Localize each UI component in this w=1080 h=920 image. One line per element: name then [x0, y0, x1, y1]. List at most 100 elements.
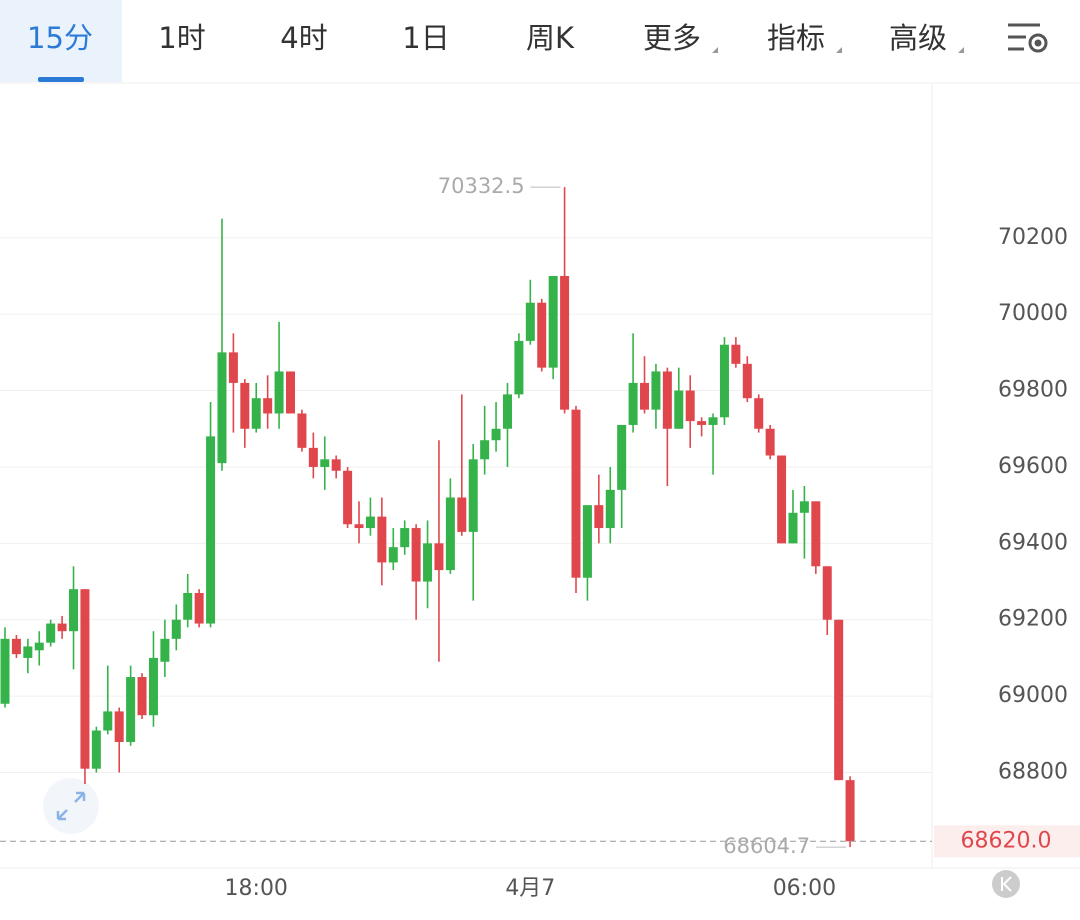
- y-tick-label: 70200: [998, 225, 1068, 250]
- candle-body: [411, 528, 421, 582]
- candle-body: [685, 390, 695, 422]
- candle-body: [217, 352, 227, 464]
- candle-body: [731, 344, 741, 364]
- x-tick-label: 06:00: [773, 876, 836, 901]
- y-tick-label: 69400: [998, 530, 1068, 555]
- candle-body: [834, 619, 844, 781]
- y-tick-label: 69800: [998, 378, 1068, 403]
- candle-body: [377, 516, 387, 563]
- candle-body: [822, 566, 832, 620]
- candle-body: [343, 470, 353, 525]
- y-tick-label: 70000: [998, 301, 1068, 326]
- candle-body: [571, 409, 581, 578]
- candle-body: [228, 352, 238, 383]
- x-tick-label: 18:00: [225, 876, 288, 901]
- y-tick-label: 69200: [998, 607, 1068, 632]
- tab[interactable]: 15分: [27, 21, 93, 55]
- candle-body: [799, 501, 809, 513]
- candle-body: [754, 398, 764, 429]
- candle-body: [103, 711, 113, 731]
- last-price-label: 68620.0: [961, 828, 1052, 853]
- candle-body: [331, 459, 341, 471]
- candle-body: [23, 646, 33, 658]
- candle-body: [80, 589, 90, 769]
- candle-body: [788, 512, 798, 544]
- candle-body: [286, 371, 295, 414]
- candle-body: [514, 340, 524, 395]
- candle-body: [126, 677, 136, 742]
- tab[interactable]: 1日: [402, 21, 449, 55]
- candle-body: [605, 489, 615, 529]
- candle-body: [811, 501, 821, 567]
- candle-body: [662, 371, 672, 429]
- y-tick-label: 69600: [998, 454, 1068, 479]
- expand-button[interactable]: [43, 778, 99, 834]
- tab[interactable]: 4时: [280, 21, 327, 55]
- candle-body: [171, 619, 181, 639]
- candle-body: [491, 428, 501, 441]
- candle-body: [34, 642, 44, 651]
- candle-body: [91, 730, 101, 769]
- candle-body: [251, 398, 261, 429]
- candle-body: [708, 417, 718, 425]
- tab[interactable]: 高级: [889, 21, 947, 55]
- candle-body: [57, 623, 67, 632]
- x-tick-label: 4月7: [505, 876, 555, 901]
- candle-body: [308, 447, 318, 467]
- candle-body: [674, 390, 684, 429]
- candle-body: [445, 497, 455, 571]
- y-tick-label: 68800: [998, 760, 1068, 785]
- candle-body: [69, 589, 79, 632]
- candle-body: [114, 711, 124, 742]
- candle-body: [194, 592, 204, 624]
- candle-body: [594, 505, 604, 529]
- tab[interactable]: 指标: [767, 21, 825, 55]
- candle-body: [457, 497, 467, 532]
- candle-body: [777, 455, 787, 544]
- candle-body: [617, 424, 627, 490]
- candle-body: [354, 524, 364, 529]
- candle-body: [388, 547, 398, 563]
- candle-body: [274, 371, 284, 414]
- tab[interactable]: 更多: [643, 21, 701, 55]
- candle-body: [434, 543, 444, 571]
- scroll-end-button[interactable]: [992, 870, 1020, 898]
- candle-body: [560, 275, 570, 410]
- active-tab-bg: [0, 0, 122, 82]
- candle-body: [11, 638, 21, 655]
- candle-body: [582, 505, 592, 578]
- candle-body: [46, 623, 56, 643]
- candle-body: [297, 413, 307, 448]
- active-tab-underline: [38, 77, 84, 82]
- candle-body: [502, 394, 512, 429]
- candle-body: [183, 592, 193, 620]
- candle-body: [137, 677, 147, 716]
- candle-body: [537, 302, 547, 368]
- candle-body: [263, 398, 273, 414]
- candle-body: [628, 382, 638, 425]
- candle-body: [148, 657, 158, 716]
- max-annotation: 70332.5: [438, 174, 525, 198]
- candle-body: [640, 382, 650, 410]
- candle-body: [548, 275, 558, 368]
- tab[interactable]: 1时: [158, 21, 205, 55]
- min-annotation: 68604.7: [723, 834, 810, 858]
- candle-body: [719, 344, 729, 418]
- tab[interactable]: 周K: [526, 21, 575, 55]
- candle-body: [468, 459, 478, 532]
- candle-body: [206, 436, 216, 624]
- candle-body: [525, 302, 535, 341]
- candle-body: [240, 382, 250, 429]
- candle-body: [423, 543, 433, 582]
- candle-body: [845, 780, 855, 842]
- candle-body: [765, 428, 775, 456]
- candle-body: [0, 638, 10, 704]
- last-price-box: [934, 825, 1080, 858]
- settings-icon[interactable]: [1008, 23, 1048, 53]
- candle-body: [400, 528, 410, 548]
- candle-body: [365, 516, 375, 529]
- candle-body: [742, 363, 752, 399]
- y-tick-label: 69000: [998, 683, 1068, 708]
